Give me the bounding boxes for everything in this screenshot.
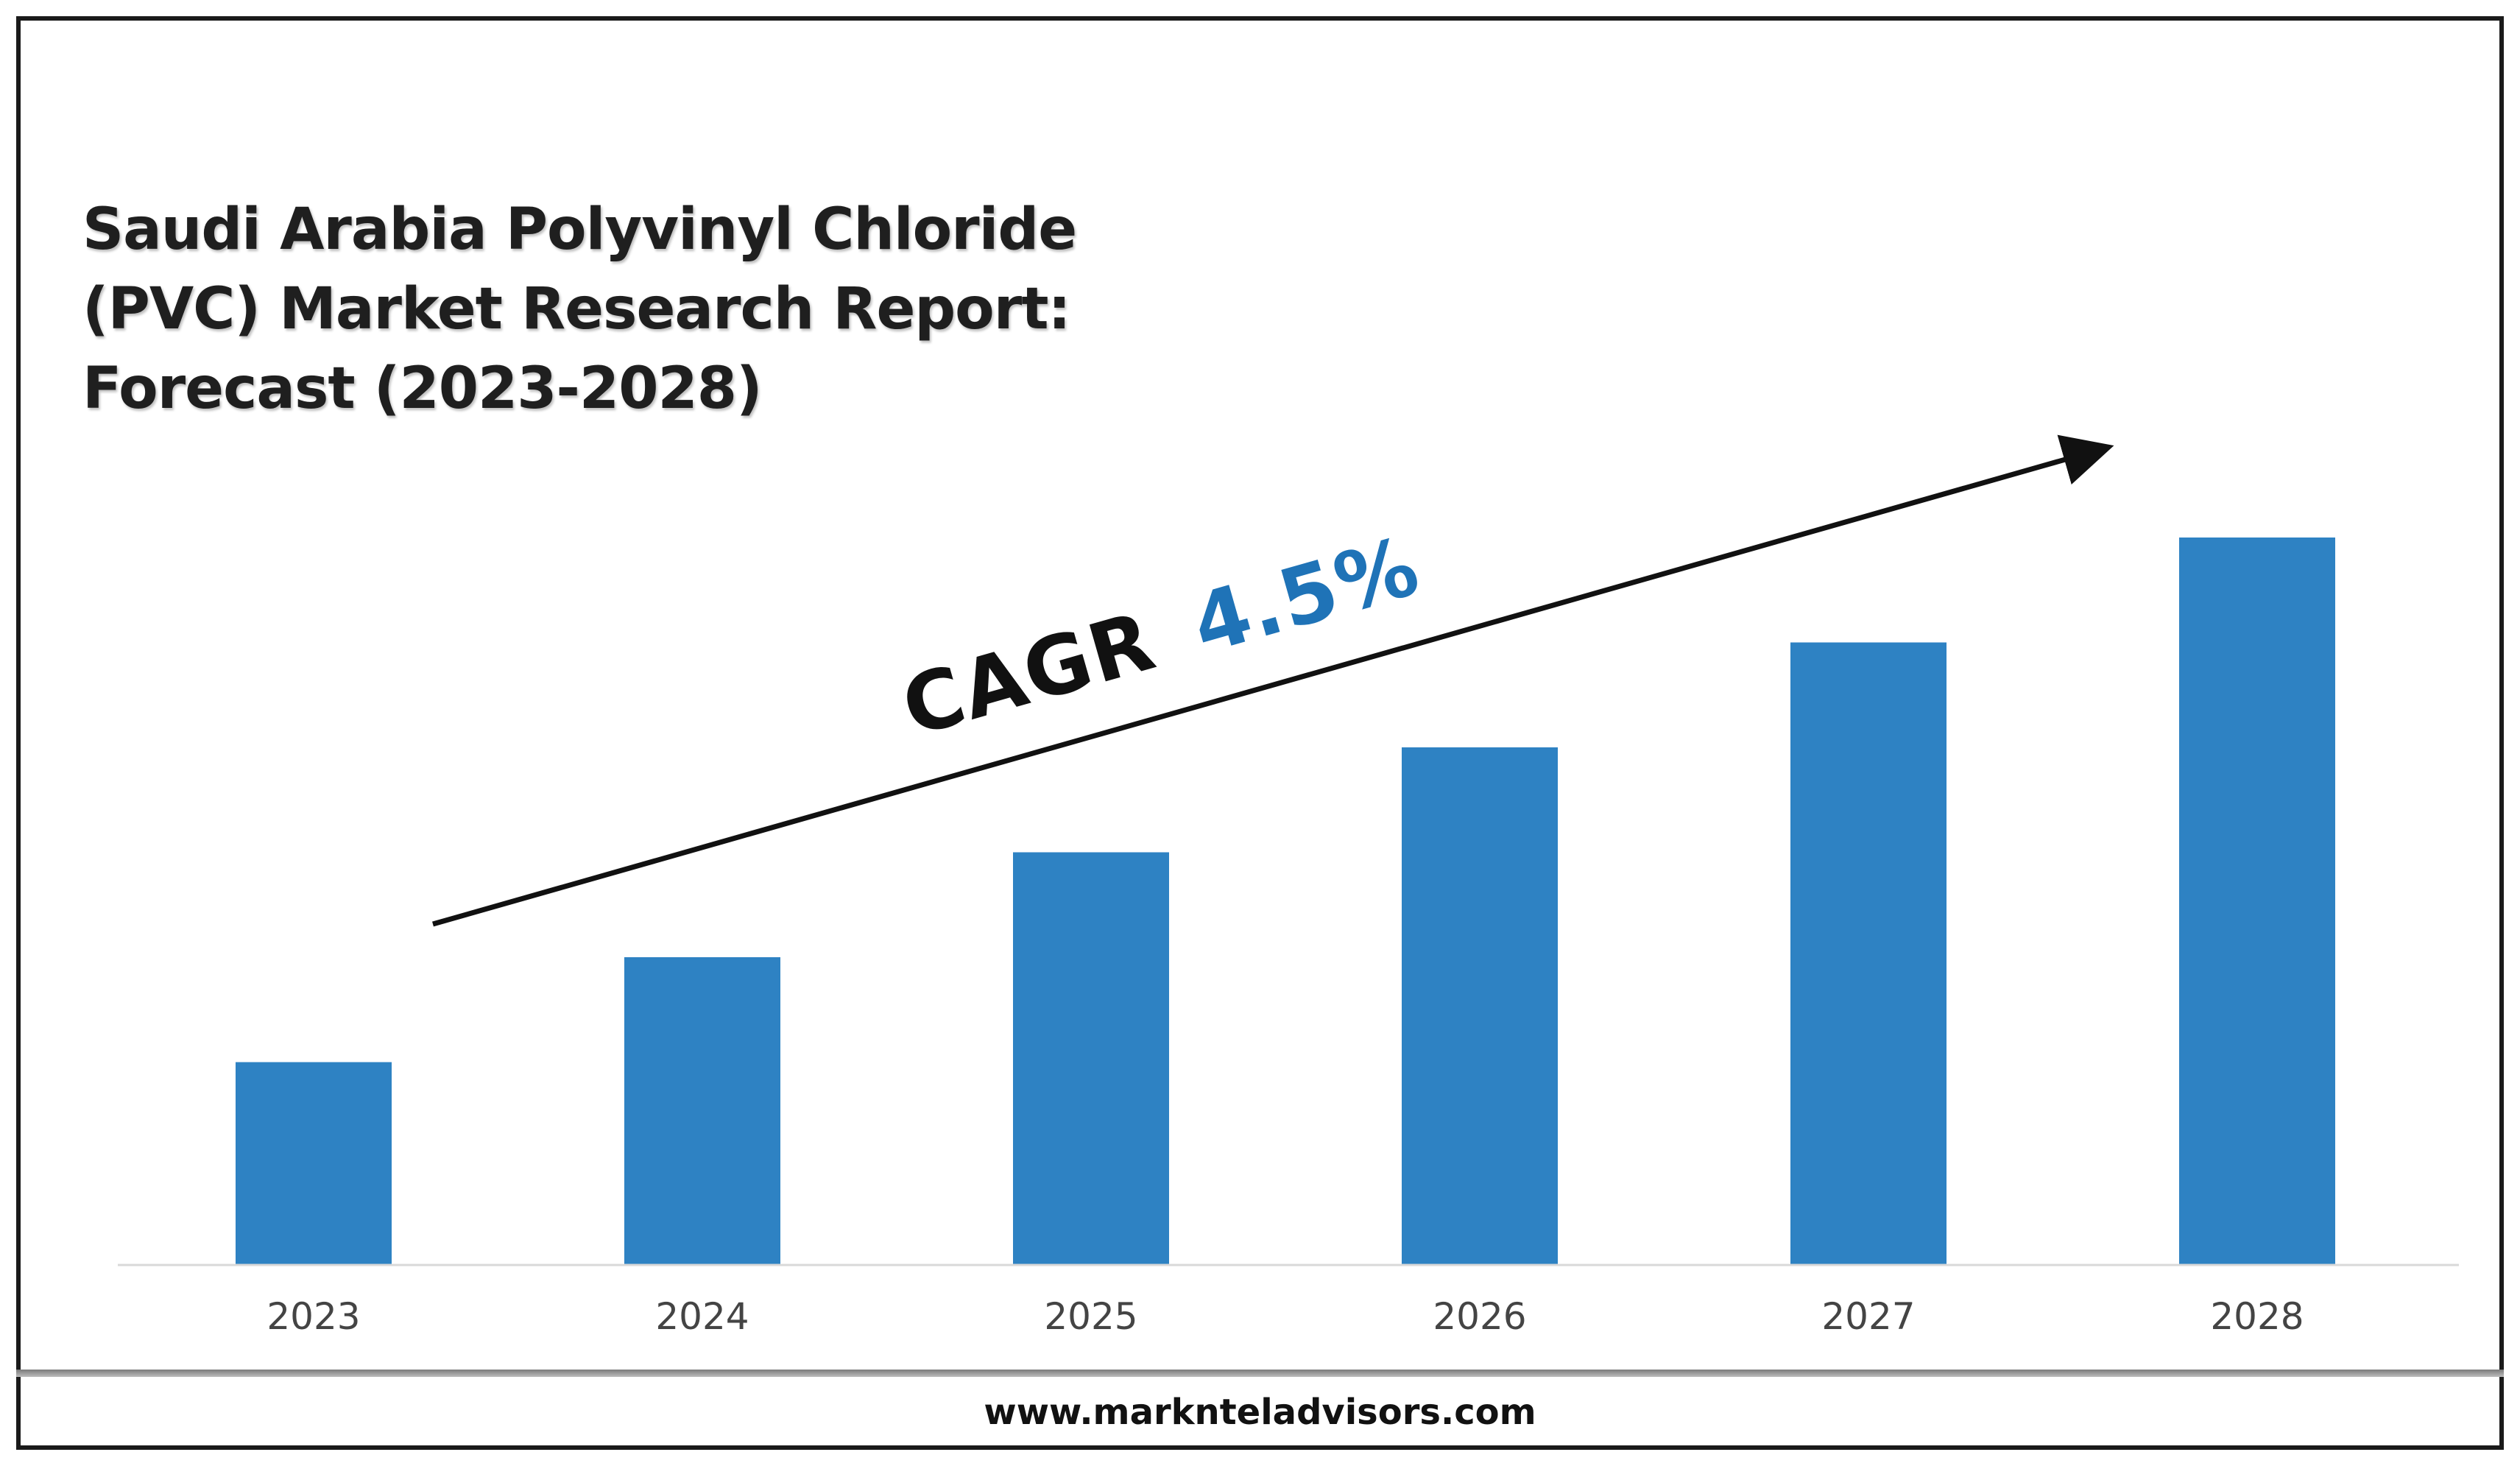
x-tick-labels: 2023 2024 2025 2026 2027 2028: [267, 1295, 2304, 1338]
title-line-2: (PVC) Market Research Report:: [82, 276, 1071, 342]
bar-2028: [2179, 538, 2335, 1265]
bars-layer: [236, 538, 2335, 1265]
x-tick-label-2024: 2024: [655, 1295, 749, 1338]
footer-divider: [16, 1370, 2504, 1377]
chart-title: Saudi Arabia Polyvinyl Chloride (PVC) Ma…: [82, 190, 1187, 429]
x-tick-label-2026: 2026: [1433, 1295, 1526, 1338]
bar-2023: [236, 1062, 392, 1265]
x-tick-label-2027: 2027: [1821, 1295, 1915, 1338]
bar-2024: [624, 957, 780, 1265]
footer-website: www.marknteladvisors.com: [984, 1392, 1536, 1433]
bar-2026: [1402, 747, 1558, 1265]
x-tick-label-2023: 2023: [267, 1295, 360, 1338]
x-tick-label-2028: 2028: [2210, 1295, 2304, 1338]
bar-2027: [1790, 642, 1947, 1265]
x-tick-label-2025: 2025: [1044, 1295, 1137, 1338]
title-line-3: Forecast (2023-2028): [82, 356, 763, 422]
cagr-trend-arrow: [432, 434, 2114, 927]
bar-2025: [1013, 852, 1169, 1265]
cagr-label: CAGR: [892, 593, 1165, 755]
chart-frame: [16, 16, 2504, 1450]
title-line-1: Saudi Arabia Polyvinyl Chloride: [82, 197, 1077, 263]
